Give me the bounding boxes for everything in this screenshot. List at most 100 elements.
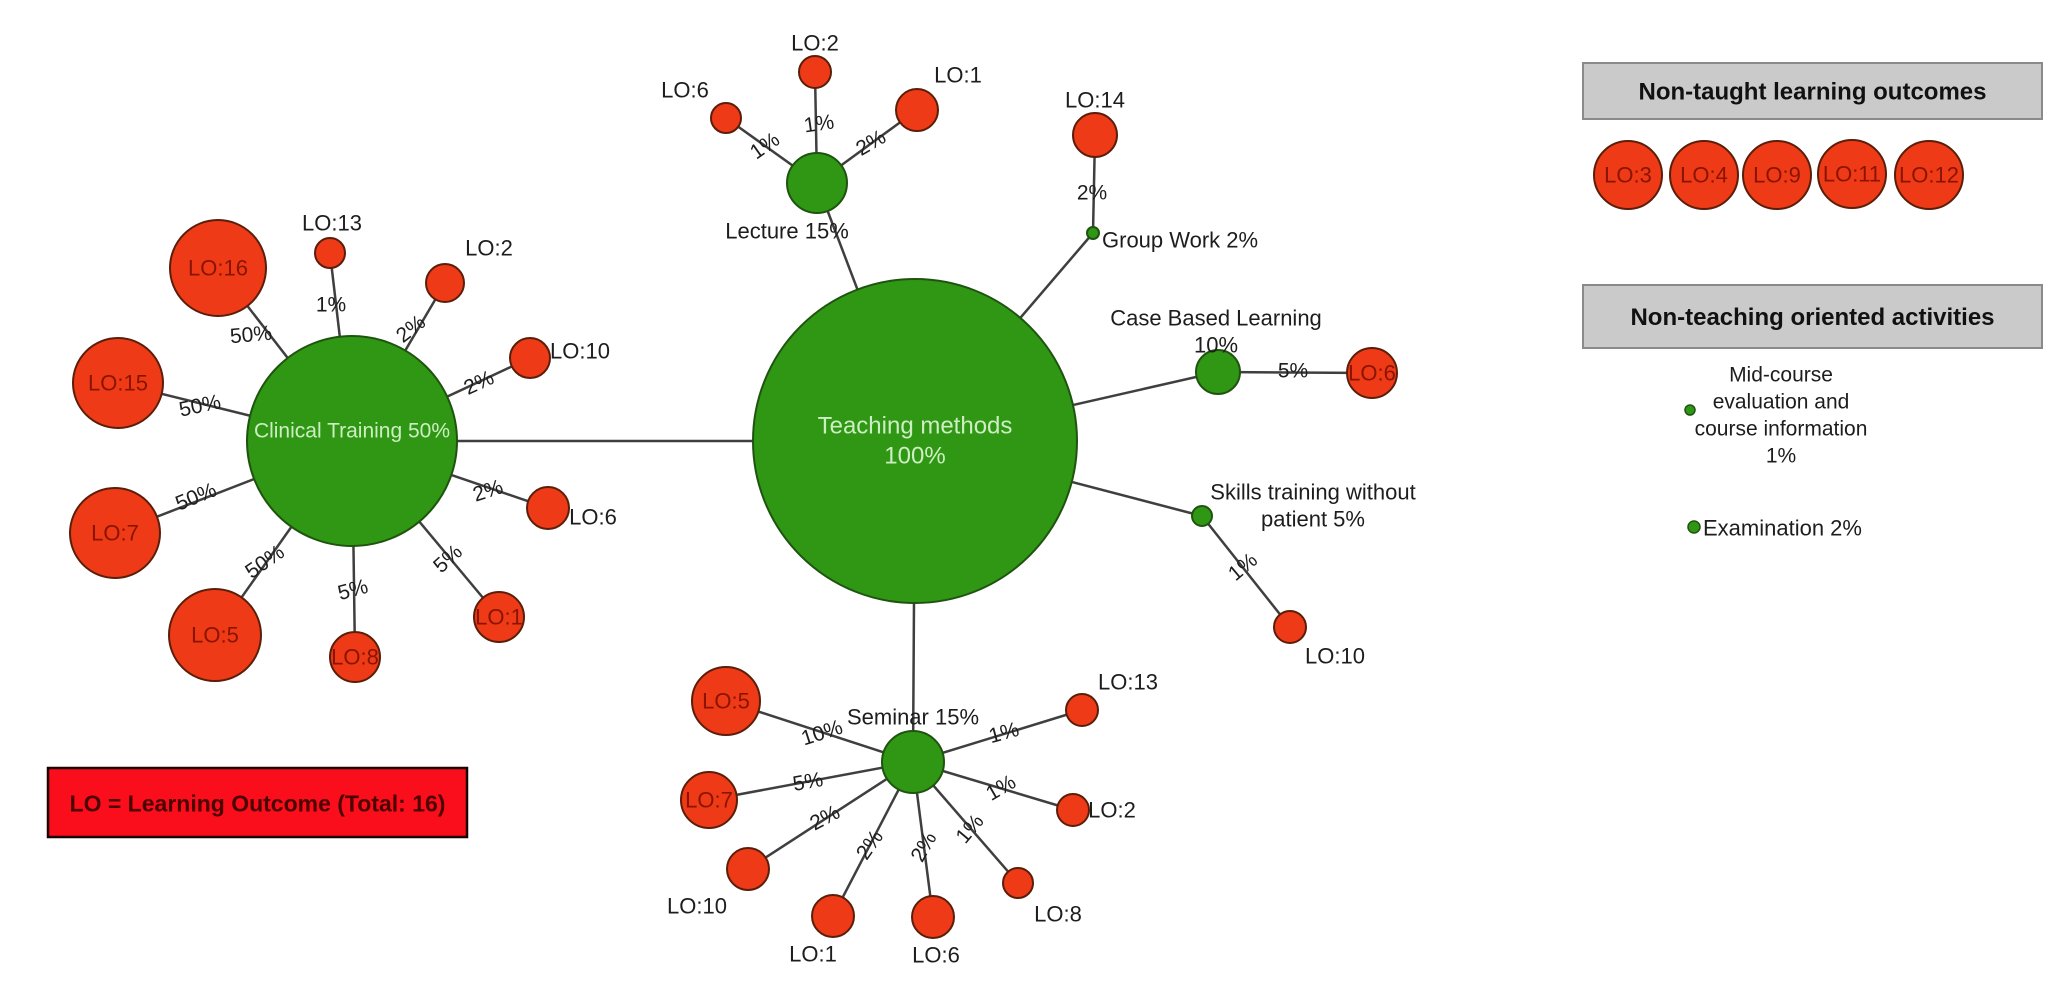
hub-seminar: [881, 730, 945, 794]
lo-node-seminar-LO:13: [1065, 693, 1099, 727]
hub-groupwork: [1086, 226, 1100, 240]
lo-label: LO:1: [475, 605, 523, 630]
activity-dot: [1687, 520, 1701, 534]
lo-label: LO:9: [1753, 163, 1801, 188]
lo-node-lecture-LO:6: [710, 102, 742, 134]
lo-node-clinical-LO:16: [169, 219, 267, 317]
lo-node-clinical-LO:10: [509, 337, 551, 379]
hub-label-seminar: Seminar 15%: [847, 705, 979, 730]
non-taught-header-box: [1582, 62, 2043, 120]
non-taught-lo-node: [1669, 140, 1739, 210]
edge-weight-label: 1%: [982, 770, 1020, 805]
activity-label: course information: [1695, 418, 1868, 441]
edge-weight-label: 1%: [1224, 548, 1262, 585]
edge-weight-label: 2%: [906, 828, 941, 866]
edge-skills-LO:10: [1201, 515, 1291, 628]
lo-label: LO:8: [331, 645, 379, 670]
non-teaching-header-title: Non-teaching oriented activities: [1630, 304, 1994, 331]
non-taught-lo-node: [1593, 140, 1663, 210]
lo-node-seminar-LO:1: [811, 894, 855, 938]
edge-weight-label: 10%: [798, 716, 845, 751]
edge-weight-label: 50%: [172, 478, 220, 515]
lo-label: LO:6: [1348, 361, 1396, 386]
lo-label: LO:6: [661, 78, 709, 103]
lo-label: LO:8: [1034, 902, 1082, 927]
activity-label: Examination 2%: [1703, 516, 1862, 541]
lo-label: LO:1: [789, 942, 837, 967]
hub-label-cbl: Case Based Learning: [1110, 306, 1322, 331]
edge-weight-label: 2%: [1077, 182, 1107, 205]
lo-label: LO:7: [685, 788, 733, 813]
lo-node-seminar-LO:6: [911, 895, 955, 939]
edge-weight-label: 50%: [177, 390, 223, 421]
lo-label: LO:2: [1088, 798, 1136, 823]
lo-label: LO:1: [934, 63, 982, 88]
lo-node-lecture-LO:1: [895, 88, 939, 132]
hub-skills: [1191, 505, 1213, 527]
edge-weight-label: 1%: [802, 110, 835, 137]
edge-weight-label: 1%: [746, 128, 784, 164]
lo-node-clinical-LO:5: [168, 588, 262, 682]
edge-weight-label: 1%: [986, 718, 1021, 748]
lo-node-clinical-LO:7: [69, 487, 161, 579]
lo-label: LO:13: [1098, 670, 1158, 695]
hub-cbl: [1195, 349, 1241, 395]
lo-label: LO:12: [1899, 163, 1959, 188]
lo-node-groupwork-LO:14: [1072, 112, 1118, 158]
activity-label: evaluation and: [1713, 391, 1850, 414]
lo-label: LO:13: [302, 211, 362, 236]
lo-node-clinical-LO:8: [329, 631, 381, 683]
edge-weight-label: 50%: [241, 541, 289, 584]
lo-node-lecture-LO:2: [798, 55, 832, 89]
lo-node-clinical-LO:15: [72, 337, 164, 429]
lo-label: LO:2: [465, 236, 513, 261]
lo-label: LO:16: [188, 256, 248, 281]
hub-lecture: [786, 152, 848, 214]
lo-node-clinical-LO:1: [473, 591, 525, 643]
lo-node-seminar-LO:7: [680, 771, 738, 829]
edge-weight-label: 5%: [1278, 360, 1308, 383]
lo-node-seminar-LO:10: [726, 847, 770, 891]
edge-weight-label: 50%: [229, 322, 273, 349]
hub-label-groupwork: Group Work 2%: [1102, 228, 1258, 253]
lo-node-skills-LO:10: [1273, 610, 1307, 644]
lo-label: LO:5: [191, 623, 239, 648]
edge-weight-label: 2%: [470, 475, 506, 506]
lo-label: LO:5: [702, 689, 750, 714]
edge-weight-label: 2%: [852, 826, 888, 864]
lo-node-seminar-LO:8: [1002, 867, 1034, 899]
hub-label-clinical: Clinical Training 50%: [254, 420, 450, 443]
non-taught-lo-node: [1742, 140, 1812, 210]
lo-node-seminar-LO:5: [691, 666, 761, 736]
lo-node-clinical-LO:6: [526, 486, 570, 530]
hub-clinical: [246, 335, 458, 547]
note-text: LO = Learning Outcome (Total: 16): [70, 791, 446, 817]
lo-label: LO:10: [1305, 644, 1365, 669]
activity-label: 1%: [1766, 445, 1796, 468]
activity-dot: [1684, 404, 1696, 416]
hub-label-teaching: Teaching methods: [818, 413, 1013, 440]
hub-teaching: [752, 278, 1078, 604]
hub-label-teaching: 100%: [884, 443, 945, 470]
lo-label: LO:7: [91, 521, 139, 546]
lo-label: LO:15: [88, 371, 148, 396]
edge-weight-label: 1%: [316, 294, 346, 317]
edge-weight-label: 2%: [806, 801, 844, 836]
non-taught-lo-node: [1817, 139, 1887, 209]
non-teaching-header-box: [1582, 284, 2043, 349]
lo-label: LO:4: [1680, 163, 1728, 188]
lo-node-clinical-LO:13: [314, 237, 346, 269]
edge-seminar-LO:10: [747, 760, 914, 871]
lo-label: LO:11: [1823, 162, 1881, 187]
lo-node-cbl-LO:6: [1346, 347, 1398, 399]
edge-seminar-LO:7: [708, 760, 914, 802]
hub-label-lecture: Lecture 15%: [725, 219, 849, 244]
note-box: [46, 766, 469, 839]
lo-label: LO:10: [667, 894, 727, 919]
non-taught-header-title: Non-taught learning outcomes: [1639, 79, 1987, 106]
edge-weight-label: 2%: [460, 366, 497, 400]
edge-weight-label: 5%: [335, 575, 370, 605]
hub-label-skills: patient 5%: [1261, 507, 1365, 532]
hub-label-cbl: 10%: [1194, 333, 1238, 358]
